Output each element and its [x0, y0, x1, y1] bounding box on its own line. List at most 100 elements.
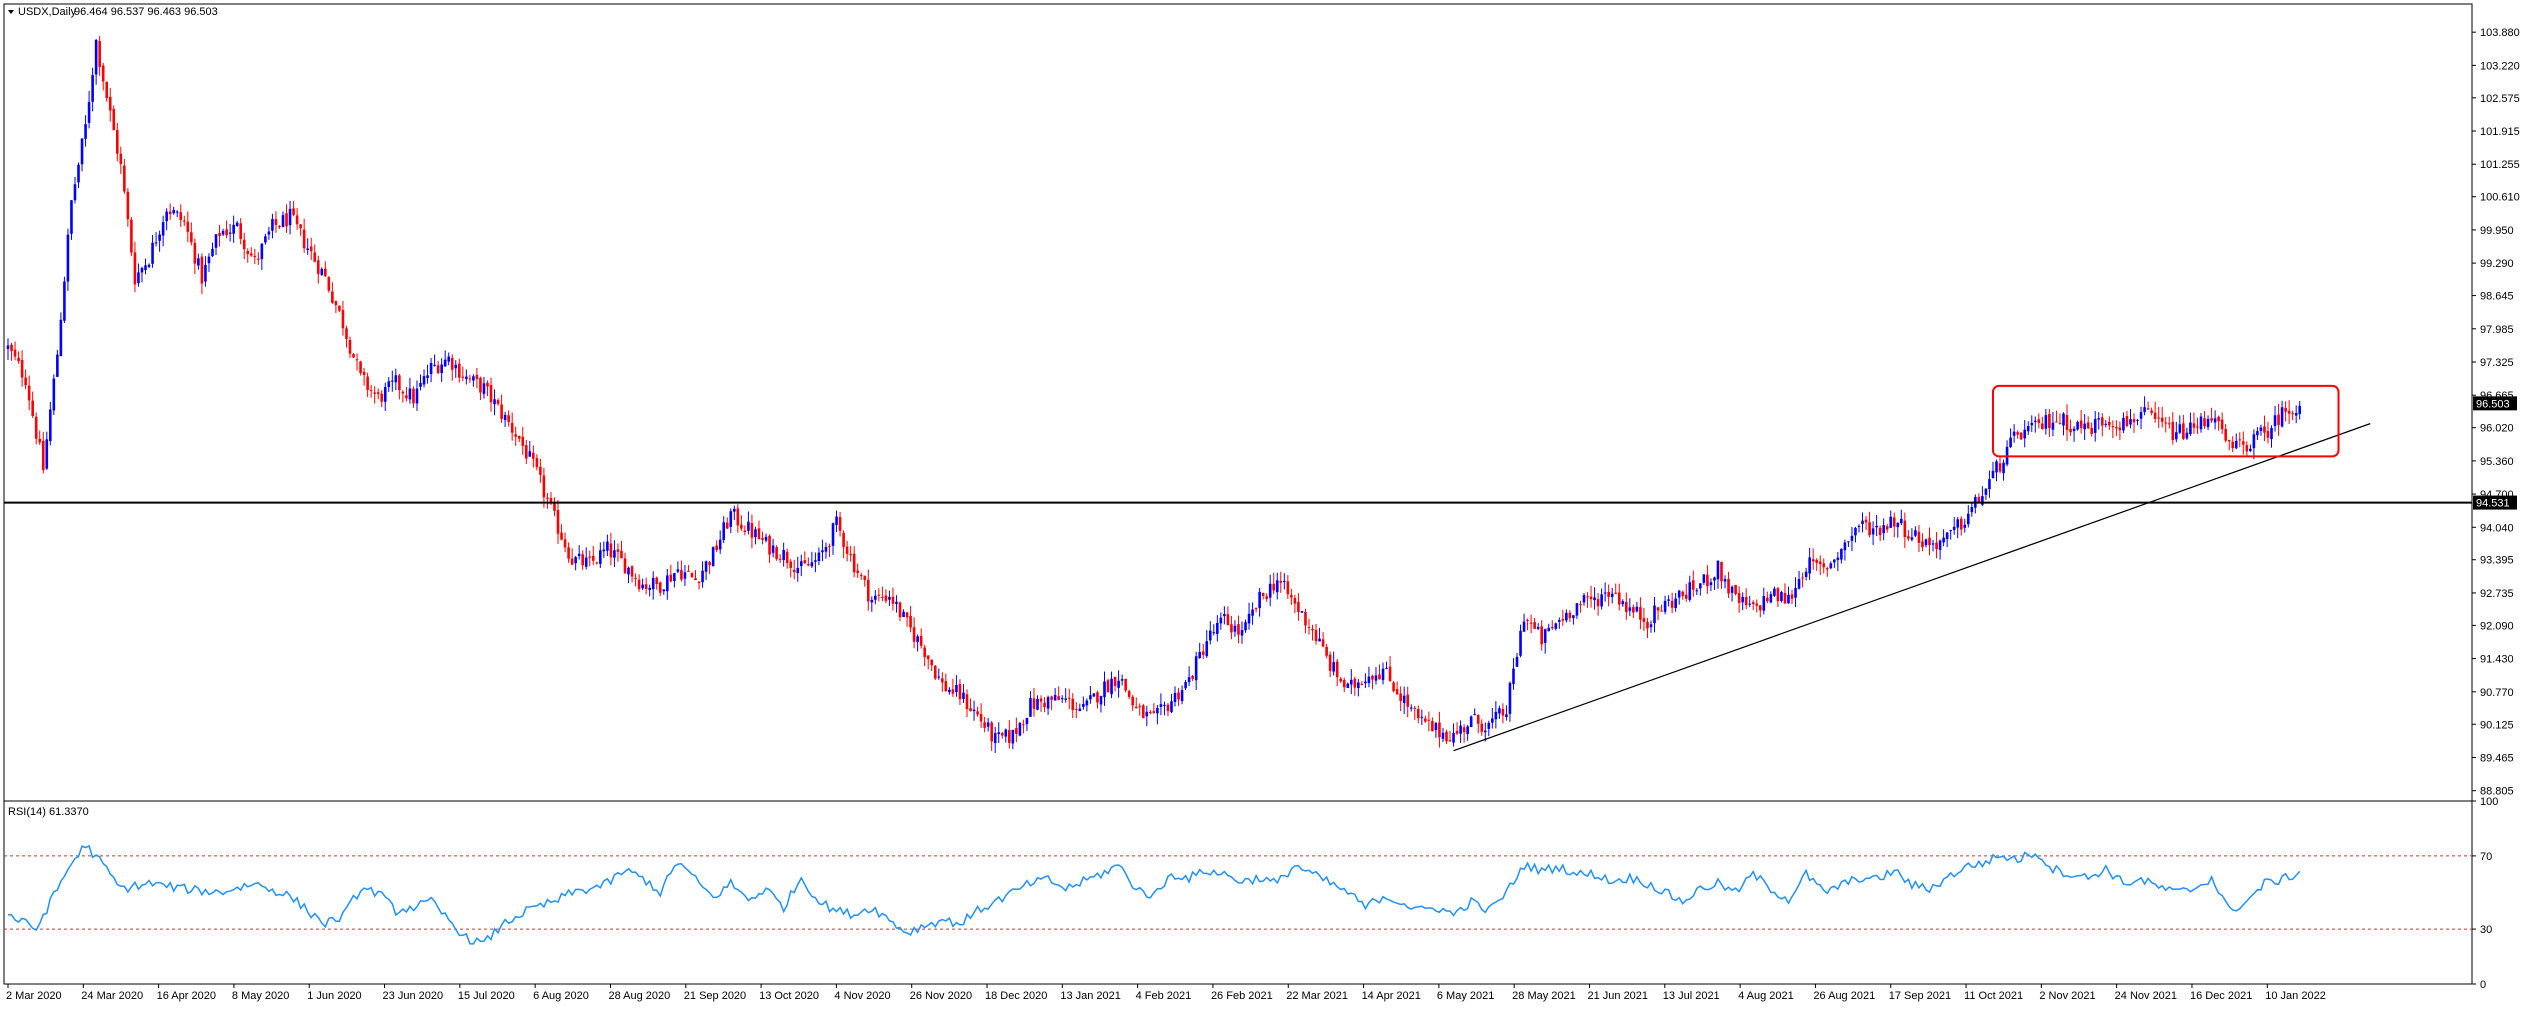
price-tick-label: 95.360 — [2480, 456, 2514, 468]
candle-body — [98, 40, 101, 67]
price-tick-label: 99.950 — [2480, 225, 2514, 237]
candle-body — [1459, 725, 1462, 734]
candle-body — [1554, 623, 1558, 629]
candle-body — [398, 375, 401, 391]
candle-body — [1212, 632, 1216, 634]
candle-body — [637, 579, 641, 589]
candle-body — [1223, 614, 1226, 617]
candle-body — [1582, 595, 1586, 603]
candle-body — [666, 575, 669, 592]
candle-body — [1311, 628, 1314, 631]
candle-body — [1258, 591, 1261, 609]
candle-body — [1878, 527, 1882, 536]
candle-body — [1064, 698, 1068, 700]
candle-body — [278, 225, 281, 228]
candle-body — [821, 550, 824, 553]
candle-body — [137, 272, 140, 284]
candle-body — [1275, 580, 1279, 593]
rsi-title: RSI(14) 61.3370 — [8, 806, 89, 818]
candle-body — [450, 357, 454, 370]
candle-body — [1131, 696, 1135, 706]
candle-body — [391, 380, 394, 382]
candle-body — [796, 567, 800, 574]
candle-body — [542, 475, 546, 498]
candle-body — [1646, 621, 1649, 629]
candle-body — [87, 102, 91, 123]
candle-body — [70, 200, 73, 234]
candle-body — [1402, 695, 1406, 704]
candle-body — [447, 356, 451, 362]
rsi-panel-frame — [3, 800, 2473, 985]
price-tick-label: 101.915 — [2480, 126, 2520, 138]
candle-body — [1709, 582, 1713, 586]
candle-body — [24, 377, 27, 386]
candle-body — [190, 232, 193, 243]
candle-body — [27, 385, 31, 401]
candle-body — [1046, 697, 1050, 709]
candle-body — [1892, 517, 1896, 527]
candle-body — [757, 528, 761, 540]
candle-body — [701, 570, 704, 583]
candle-body — [814, 560, 817, 562]
candle-body — [930, 659, 934, 666]
candle-body — [52, 378, 56, 411]
candle-body — [2182, 423, 2185, 439]
candle-body — [246, 251, 250, 255]
candle-body — [1737, 593, 1741, 603]
candle-body — [1487, 722, 1491, 729]
candle-body — [1187, 677, 1191, 683]
date-tick-label: 24 Nov 2021 — [2115, 990, 2177, 1002]
candle-body — [736, 508, 740, 526]
price-tick-label: 94.040 — [2480, 522, 2514, 534]
candle-body — [955, 685, 958, 692]
chart-menu-triangle-icon[interactable] — [8, 10, 14, 14]
candle-body — [1762, 596, 1766, 611]
candle-body — [1240, 630, 1244, 636]
candle-body — [1847, 541, 1850, 543]
candle-body — [66, 234, 70, 282]
candle-body — [905, 612, 909, 618]
candle-body — [2026, 426, 2030, 432]
candle-body — [697, 581, 701, 584]
candle-body — [1836, 557, 1840, 561]
candle-body — [1371, 675, 1374, 680]
candle-body — [1237, 624, 1240, 635]
date-tick-label: 11 Oct 2021 — [1964, 990, 2023, 1002]
candle-body — [2238, 439, 2242, 441]
date-tick-label: 4 Feb 2021 — [1136, 990, 1192, 1002]
date-tick-label: 21 Sep 2020 — [684, 990, 746, 1002]
candle-body — [2259, 427, 2263, 431]
candle-body — [842, 532, 845, 548]
candle-body — [1864, 519, 1868, 523]
candle-body — [2016, 432, 2019, 435]
candle-body — [1804, 571, 1808, 577]
date-tick-label: 15 Jul 2020 — [458, 990, 515, 1002]
candle-body — [2083, 423, 2086, 430]
candle-body — [1942, 537, 1945, 543]
candle-body — [1314, 629, 1318, 642]
candle-body — [1868, 522, 1871, 536]
candle-body — [1124, 678, 1127, 691]
annotations: 96.503 94.531 — [4, 384, 2517, 752]
candle-body — [2217, 416, 2220, 422]
candle-body — [1988, 479, 1991, 490]
candle-body — [1367, 676, 1371, 684]
candle-body — [324, 268, 327, 277]
price-axis: 103.880 103.220 102.575 101.915 101.255 100.6… — [2472, 27, 2520, 798]
candle-body — [115, 130, 119, 154]
candle-body — [673, 573, 676, 582]
candle-body — [1036, 698, 1039, 710]
candle-body — [1935, 542, 1938, 550]
date-tick-label: 2 Nov 2021 — [2039, 990, 2095, 1002]
candle-body — [1321, 639, 1325, 647]
candle-body — [1008, 730, 1011, 743]
candle-body — [912, 627, 916, 642]
candle-body — [831, 523, 835, 546]
candle-body — [1720, 561, 1723, 582]
price-tick-label: 88.805 — [2480, 786, 2514, 798]
candle-body — [2242, 441, 2245, 445]
candle-body — [394, 375, 398, 383]
candle-body — [1395, 689, 1399, 695]
